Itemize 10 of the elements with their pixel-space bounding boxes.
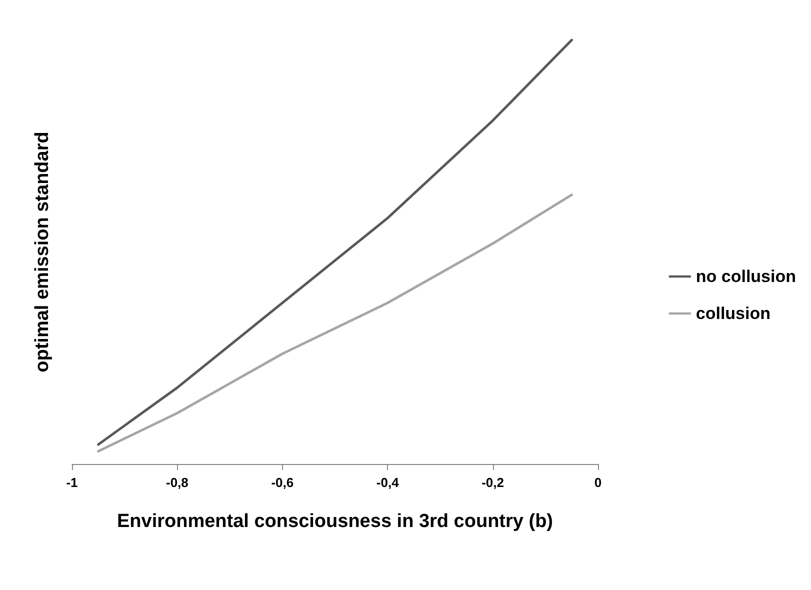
legend-label: no collusion bbox=[696, 267, 796, 286]
x-tick-label: -0,8 bbox=[166, 475, 188, 490]
x-tick-label: -0,4 bbox=[376, 475, 400, 490]
x-tick-label: -0,2 bbox=[482, 475, 504, 490]
x-tick-label: 0 bbox=[594, 475, 602, 490]
legend-label: collusion bbox=[696, 304, 771, 323]
y-axis-title: optimal emission standard bbox=[32, 132, 53, 372]
x-tick-label: -1 bbox=[66, 475, 78, 490]
x-axis-title: Environmental consciousness in 3rd country (b) bbox=[116, 511, 554, 532]
x-tick-label: -0,6 bbox=[271, 475, 294, 490]
